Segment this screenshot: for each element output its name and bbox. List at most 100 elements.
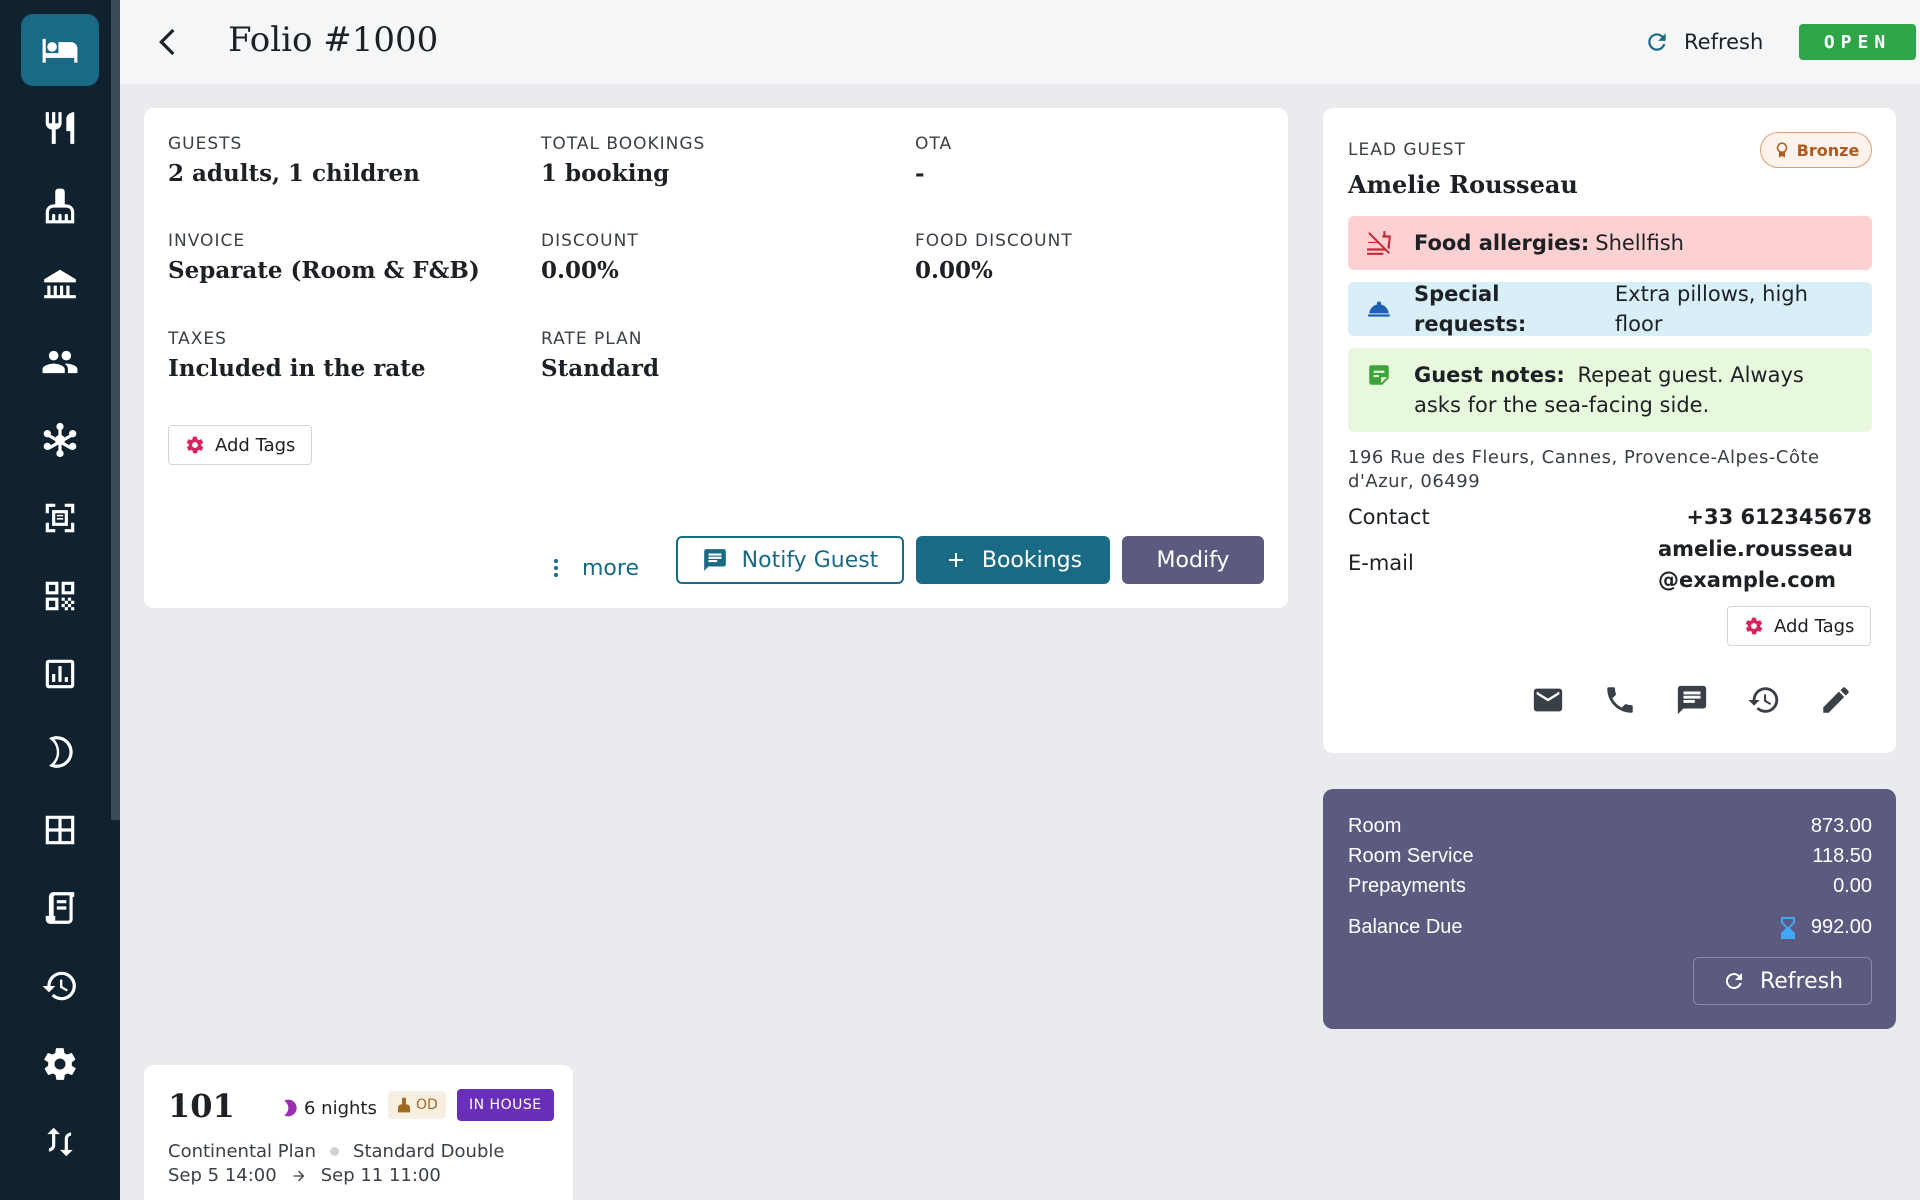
- guests-field: GUESTS 2 adults, 1 children: [168, 134, 420, 187]
- balance-row-room: Room 873.00: [1348, 815, 1872, 838]
- edit-guest-button[interactable]: [1816, 680, 1856, 720]
- award-icon: [1776, 142, 1787, 158]
- guests-icon: [42, 350, 78, 374]
- guest-add-tags-label: Add Tags: [1774, 615, 1855, 637]
- receipt-icon: [45, 892, 75, 924]
- integrations-icon: [47, 1127, 73, 1157]
- settings-icon: [44, 1048, 76, 1080]
- folio-add-tags-label: Add Tags: [215, 434, 296, 456]
- room-number: 101: [168, 1087, 235, 1125]
- nights-label: 6 nights: [304, 1097, 377, 1119]
- add-bookings-button[interactable]: Bookings: [916, 536, 1110, 584]
- food-discount-field: FOOD DISCOUNT 0.00%: [915, 231, 1073, 284]
- nav-guests[interactable]: [21, 326, 99, 398]
- nav-housekeeping[interactable]: [21, 170, 99, 242]
- balance-row-amount: 0.00: [1833, 875, 1872, 897]
- refresh-icon: [1648, 33, 1666, 51]
- page-title: Folio #1000: [228, 20, 439, 60]
- message-guest-button[interactable]: [1672, 680, 1712, 720]
- gear-icon: [186, 436, 204, 454]
- call-guest-button[interactable]: [1600, 680, 1640, 720]
- scanner-icon: [45, 503, 75, 533]
- contact-phone: +33 612345678: [1686, 505, 1872, 529]
- nav-settings[interactable]: [21, 1028, 99, 1100]
- housekeeping-icon: [45, 188, 75, 224]
- history-icon: [1748, 687, 1779, 713]
- sidebar: [0, 0, 120, 1200]
- page-header: Folio #1000 Refresh OPEN: [120, 0, 1920, 84]
- taxes-label: TAXES: [168, 329, 227, 349]
- stay-dates: Sep 5 14:00 Sep 11 11:00: [168, 1165, 441, 1186]
- email-guest-button[interactable]: [1528, 680, 1568, 720]
- meal-plan: Continental Plan: [168, 1141, 317, 1162]
- food-allergies-note: Food allergies: Shellfish: [1348, 216, 1872, 270]
- room-type: Standard Double: [353, 1141, 505, 1162]
- moon-icon: [284, 1099, 297, 1117]
- balance-due-label: Balance Due: [1348, 916, 1463, 938]
- more-button[interactable]: more: [544, 544, 639, 592]
- nav-rooms[interactable]: [21, 794, 99, 866]
- back-button[interactable]: [148, 22, 188, 62]
- room-booking-card[interactable]: 101 6 nights OD IN HOUSE Continental Pla…: [144, 1065, 573, 1200]
- food-discount-value: 0.00%: [915, 257, 993, 284]
- refresh-icon: [1725, 973, 1742, 990]
- nav-bookings[interactable]: [21, 14, 99, 86]
- nav-scanner[interactable]: [21, 482, 99, 554]
- nav-channels[interactable]: [21, 404, 99, 476]
- lead-guest-name: Amelie Rousseau: [1348, 170, 1578, 199]
- qr-code-icon: [45, 581, 75, 611]
- chevron-left-icon: [159, 28, 175, 56]
- taxes-field: TAXES Included in the rate: [168, 329, 425, 382]
- header-refresh-button[interactable]: Refresh: [1644, 24, 1763, 60]
- room-meta: Continental Plan Standard Double: [168, 1141, 504, 1162]
- nav-folios[interactable]: [21, 872, 99, 944]
- taxes-value: Included in the rate: [168, 355, 426, 382]
- balance-row-label: Room Service: [1348, 845, 1474, 867]
- nav-integrations[interactable]: [21, 1106, 99, 1178]
- nav-night-audit[interactable]: [21, 716, 99, 788]
- guests-label: GUESTS: [168, 134, 243, 154]
- special-requests-note: Special requests: Extra pillows, high fl…: [1348, 282, 1872, 336]
- header-refresh-label: Refresh: [1684, 30, 1764, 54]
- broom-icon: [398, 1097, 410, 1113]
- check-out: Sep 11 11:00: [320, 1165, 441, 1186]
- loyalty-tier-label: Bronze: [1796, 140, 1860, 160]
- rate-plan-label: RATE PLAN: [541, 329, 643, 349]
- gear-icon: [1745, 617, 1763, 635]
- guests-value: 2 adults, 1 children: [168, 160, 420, 187]
- folio-add-tags-button[interactable]: Add Tags: [168, 425, 313, 465]
- notify-guest-button[interactable]: Notify Guest: [676, 536, 904, 584]
- sidebar-scrollbar[interactable]: [111, 0, 120, 820]
- notify-guest-label: Notify Guest: [741, 547, 879, 573]
- special-requests-title: Special requests:: [1414, 282, 1527, 336]
- nav-history[interactable]: [21, 950, 99, 1022]
- balance-due-row: Balance Due 992.00: [1348, 916, 1872, 939]
- separator-dot: [330, 1147, 340, 1156]
- guest-add-tags-button[interactable]: Add Tags: [1727, 606, 1872, 646]
- check-in: Sep 5 14:00: [168, 1165, 277, 1186]
- folio-details-card: GUESTS 2 adults, 1 children TOTAL BOOKIN…: [144, 108, 1288, 608]
- balance-refresh-button[interactable]: Refresh: [1693, 957, 1872, 1005]
- invoice-label: INVOICE: [168, 231, 246, 251]
- more-vertical-icon: [554, 559, 558, 577]
- folio-status-badge: OPEN: [1799, 24, 1916, 60]
- modify-button[interactable]: Modify: [1122, 536, 1264, 584]
- total-bookings-value: 1 booking: [541, 160, 670, 187]
- nav-reports[interactable]: [21, 638, 99, 710]
- nav-qr[interactable]: [21, 560, 99, 632]
- discount-field: DISCOUNT 0.00%: [541, 231, 639, 284]
- nav-property[interactable]: [21, 248, 99, 320]
- arrow-right-icon: [293, 1170, 305, 1181]
- in-house-badge: IN HOUSE: [457, 1089, 554, 1121]
- nav-restaurant[interactable]: [21, 92, 99, 164]
- balance-due-amount: 992.00: [1810, 916, 1872, 938]
- ota-field: OTA -: [915, 134, 952, 187]
- guest-history-button[interactable]: [1744, 680, 1784, 720]
- discount-value: 0.00%: [541, 257, 619, 284]
- guest-notes-note: Guest notes: Repeat guest. Always asks f…: [1348, 348, 1872, 432]
- balance-row-label: Room: [1348, 815, 1402, 837]
- property-icon: [44, 269, 76, 299]
- pencil-icon: [1823, 687, 1849, 713]
- message-icon: [703, 549, 726, 571]
- bed-icon: [42, 38, 78, 63]
